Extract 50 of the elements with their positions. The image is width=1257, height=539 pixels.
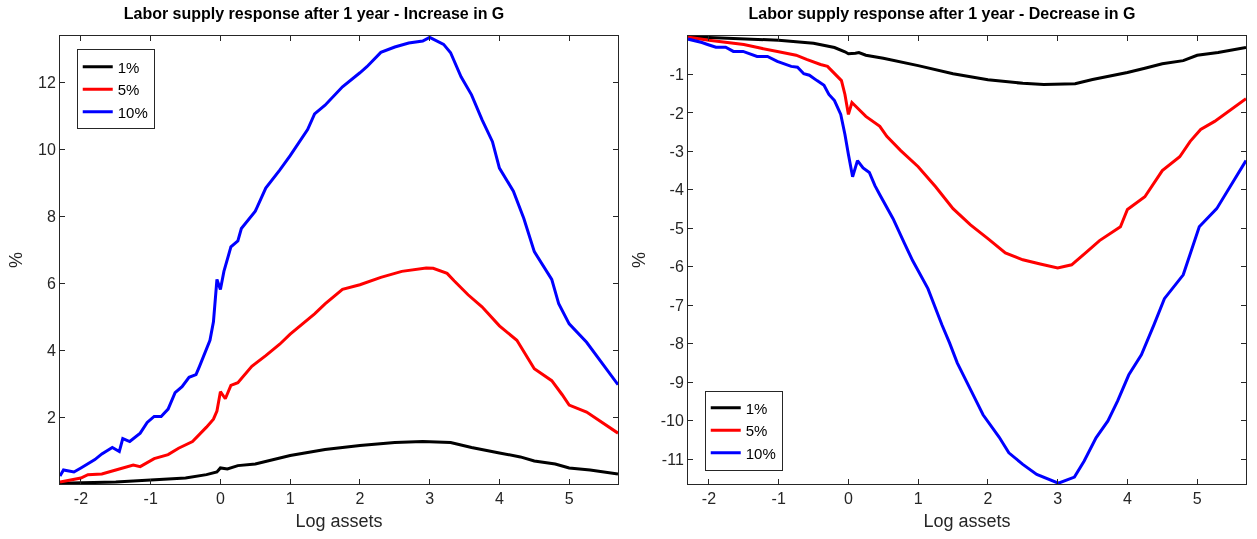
y-tick-label: -8 xyxy=(669,335,684,353)
x-axis-title: Log assets xyxy=(295,511,383,532)
y-axis-title: % xyxy=(628,251,649,269)
y-tick-label: -2 xyxy=(669,104,684,122)
x-tick-label: 2 xyxy=(355,490,365,508)
y-tick-label: 6 xyxy=(46,275,56,292)
y-tick-label: -4 xyxy=(669,181,684,199)
x-tick-label: 0 xyxy=(843,490,853,508)
legend-label: 5% xyxy=(117,81,140,99)
x-tick-label: 1 xyxy=(913,490,923,508)
x-tick-label: 1 xyxy=(285,490,295,508)
y-tick-label: -1 xyxy=(669,66,684,84)
y-tick-label: -9 xyxy=(669,373,684,391)
legend-label: 1% xyxy=(745,399,768,417)
chart-title: Labor supply response after 1 year - Increase in G xyxy=(123,5,505,23)
x-tick-label: -2 xyxy=(73,490,89,508)
legend-label: 10% xyxy=(117,103,148,121)
x-tick-label: -2 xyxy=(701,490,717,508)
line-series xyxy=(688,36,1246,270)
x-tick-label: 4 xyxy=(494,490,504,508)
x-tick-label: 5 xyxy=(564,490,574,508)
line-series xyxy=(60,266,618,484)
x-tick-label: 5 xyxy=(1192,490,1202,508)
legend-label: 10% xyxy=(745,444,776,462)
y-tick-label: -11 xyxy=(661,450,684,468)
y-tick-label: -5 xyxy=(669,219,684,237)
y-tick-label: -7 xyxy=(669,296,684,314)
y-tick-label: -10 xyxy=(660,412,684,430)
x-tick-label: 2 xyxy=(983,490,993,508)
y-tick-label: -3 xyxy=(669,142,684,160)
line-series xyxy=(60,36,618,478)
y-axis-title: % xyxy=(6,251,27,269)
y-tick-label: 4 xyxy=(46,341,56,359)
y-tick-label: 10 xyxy=(38,141,56,159)
y-tick-label: -6 xyxy=(669,258,684,276)
x-tick-label: 3 xyxy=(425,490,435,508)
x-tick-label: 4 xyxy=(1122,490,1132,508)
y-tick-label: 12 xyxy=(38,74,56,92)
chart-title: Labor supply response after 1 year - Decrease in G xyxy=(748,5,1136,23)
line-series xyxy=(60,440,618,484)
x-tick-label: 3 xyxy=(1053,490,1063,508)
legend-label: 1% xyxy=(117,58,140,76)
x-tick-label: 0 xyxy=(215,490,225,508)
x-axis-title: Log assets xyxy=(923,511,1011,532)
y-tick-label: 8 xyxy=(46,208,56,226)
legend-label: 5% xyxy=(745,422,768,440)
x-tick-label: -1 xyxy=(143,490,158,508)
x-tick-label: -1 xyxy=(771,490,786,508)
line-series xyxy=(688,37,1246,484)
y-tick-label: 2 xyxy=(46,408,56,426)
